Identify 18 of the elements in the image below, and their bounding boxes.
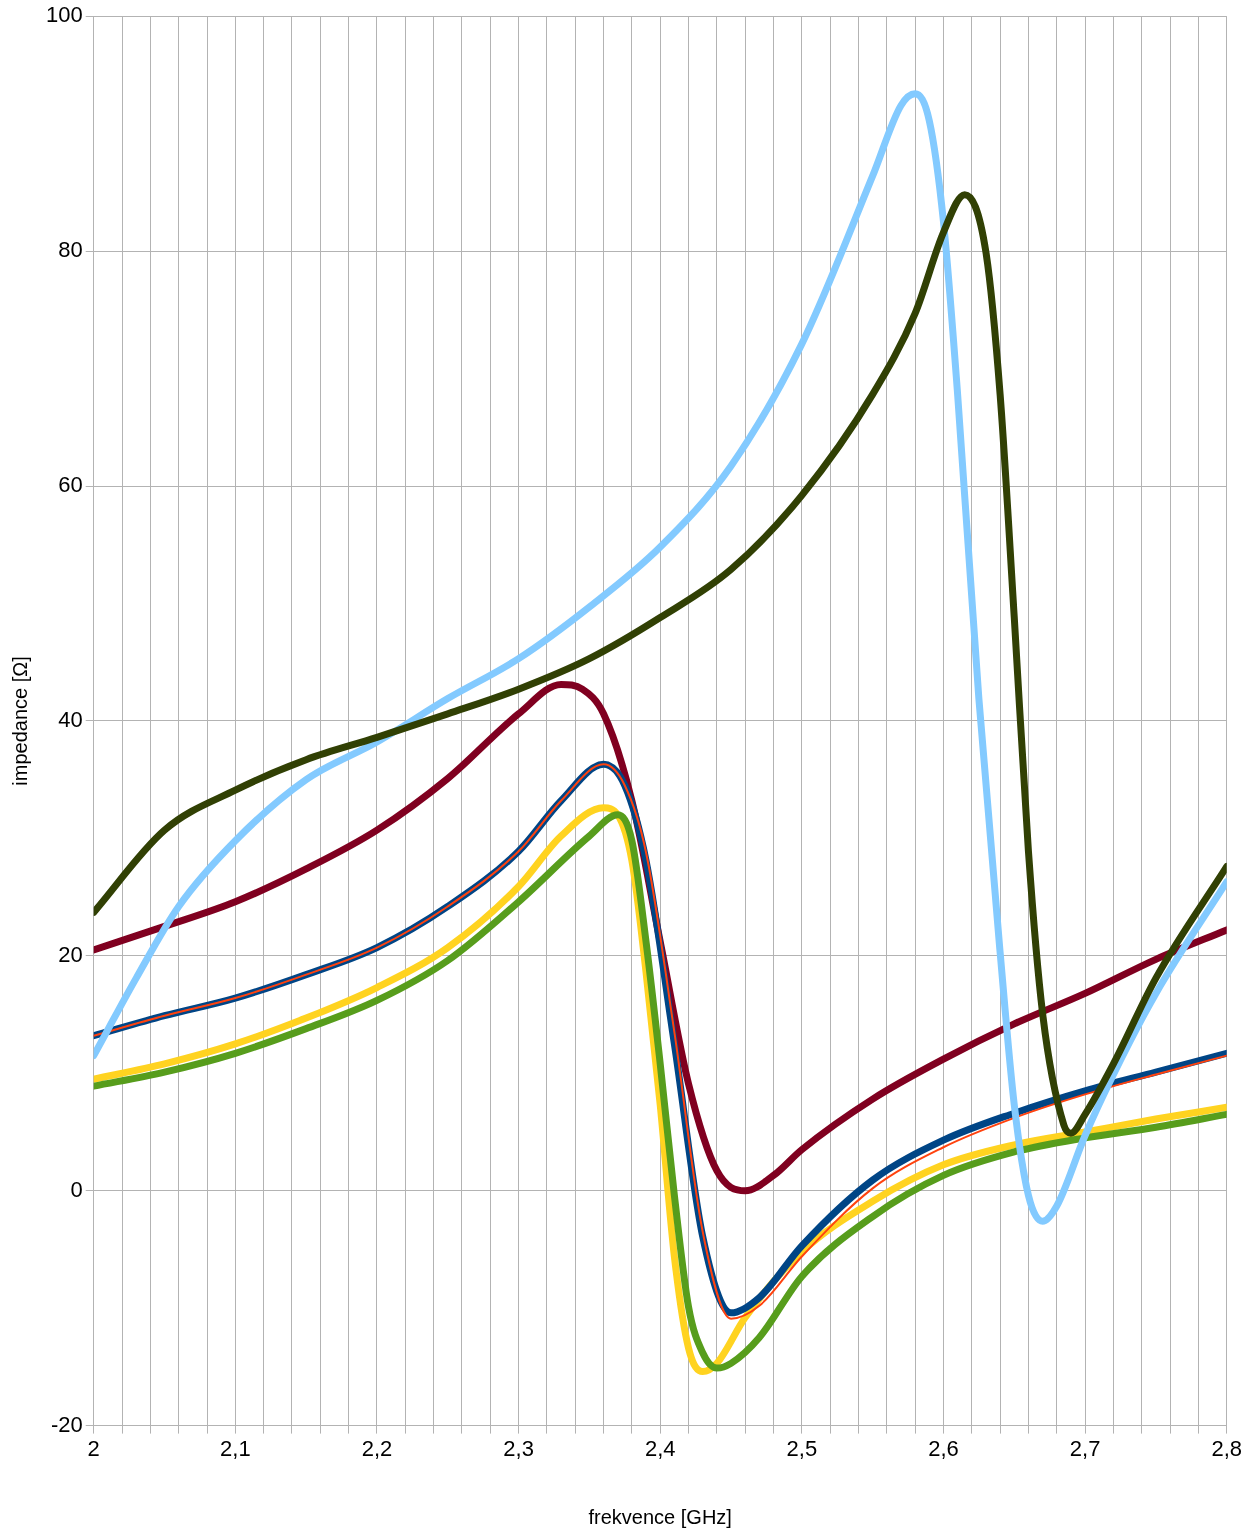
x-tick-label: 2,2 xyxy=(361,1435,393,1461)
y-tick-label: 80 xyxy=(58,237,83,263)
x-tick-label: 2,3 xyxy=(503,1435,534,1461)
x-tick-label: 2,4 xyxy=(644,1435,676,1461)
x-tick-label: 2,6 xyxy=(928,1435,959,1461)
x-tick-label: 2 xyxy=(87,1435,100,1461)
y-axis-title: impedance [Ω] xyxy=(8,656,31,786)
x-tick-label: 2,5 xyxy=(786,1435,818,1461)
x-tick-label: 2,7 xyxy=(1069,1435,1101,1461)
x-tick-label: 2,8 xyxy=(1211,1435,1243,1461)
y-tick-label: 0 xyxy=(70,1176,83,1202)
y-tick-label: -20 xyxy=(50,1411,83,1437)
x-tick-label: 2,1 xyxy=(220,1435,251,1461)
y-tick-label: 20 xyxy=(58,941,83,967)
y-tick-label: 40 xyxy=(58,706,83,732)
x-axis-title: frekvence [GHz] xyxy=(588,1505,732,1528)
y-tick-label: 60 xyxy=(58,472,83,498)
y-tick-label: 100 xyxy=(45,2,83,28)
